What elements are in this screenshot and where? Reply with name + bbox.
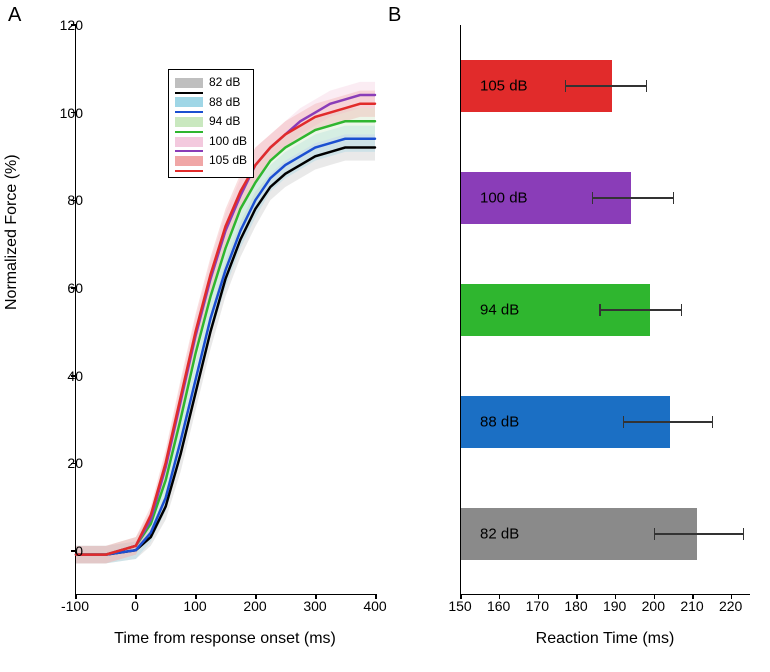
error-cap	[599, 304, 601, 316]
error-cap	[654, 528, 656, 540]
x-tick-label: 100	[183, 598, 206, 614]
error-cap	[623, 416, 625, 428]
y-tick-label: 100	[43, 105, 83, 121]
x-tick-label: 210	[680, 598, 703, 614]
panel-a-xlabel: Time from response onset (ms)	[75, 630, 375, 648]
legend-row: 88 dB	[175, 95, 247, 111]
legend-row: 94 dB	[175, 114, 247, 130]
legend-row	[175, 111, 247, 113]
x-tick-label: 160	[487, 598, 510, 614]
panel-b-xlabel: Reaction Time (ms)	[460, 630, 750, 648]
x-tick-label: 300	[303, 598, 326, 614]
x-tick-label: 190	[603, 598, 626, 614]
panel-a-plot-area: 82 dB 88 dB 94 dB 100 dB 105 dB	[75, 25, 375, 595]
series-band	[76, 126, 375, 564]
error-bar	[600, 309, 681, 311]
y-tick-label: 60	[43, 280, 83, 296]
x-tick-label: 0	[131, 598, 139, 614]
x-tick-label: 400	[363, 598, 386, 614]
legend-row	[175, 170, 247, 172]
legend-row	[175, 150, 247, 152]
legend-swatch-band	[175, 156, 203, 166]
legend-label: 82 dB	[209, 75, 240, 91]
series-line	[76, 139, 375, 555]
y-tick-label: 40	[43, 368, 83, 384]
x-tick-label: 180	[564, 598, 587, 614]
x-tick-label: -100	[61, 598, 89, 614]
legend-swatch-line	[175, 150, 203, 152]
error-cap	[673, 192, 675, 204]
bar-label: 100 dB	[480, 190, 528, 207]
legend-label: 100 dB	[209, 134, 247, 150]
panel-a-legend: 82 dB 88 dB 94 dB 100 dB 105 dB	[168, 69, 254, 178]
x-tick-label: 220	[719, 598, 742, 614]
error-cap	[565, 80, 567, 92]
legend-label: 94 dB	[209, 114, 240, 130]
panel-b-label: B	[388, 4, 401, 27]
error-bar	[565, 85, 646, 87]
y-tick-label: 120	[43, 17, 83, 33]
error-bar	[654, 533, 743, 535]
panel-a-label: A	[8, 4, 21, 27]
y-tick-label: 0	[43, 543, 83, 559]
legend-label: 105 dB	[209, 153, 247, 169]
x-tick-label: 200	[642, 598, 665, 614]
error-cap	[743, 528, 745, 540]
panel-b: B 105 dB 100 dB 94 dB 88 dB 82 dB 150 160 170 1…	[388, 0, 770, 672]
bar-label: 82 dB	[480, 526, 519, 543]
legend-row: 82 dB	[175, 75, 247, 91]
legend-swatch-band	[175, 117, 203, 127]
error-cap	[712, 416, 714, 428]
y-tick-label: 80	[43, 192, 83, 208]
error-cap	[646, 80, 648, 92]
bar-label: 94 dB	[480, 302, 519, 319]
legend-swatch-line	[175, 170, 203, 172]
error-bar	[623, 421, 712, 423]
series-band	[76, 134, 375, 563]
legend-swatch-line	[175, 131, 203, 133]
legend-swatch-band	[175, 78, 203, 88]
legend-row	[175, 92, 247, 94]
legend-swatch-band	[175, 97, 203, 107]
legend-swatch-line	[175, 111, 203, 113]
bar-label: 88 dB	[480, 414, 519, 431]
x-tick-label: 170	[526, 598, 549, 614]
figure-root: A 82 dB 88 dB 94 dB 100 dB 105 dB 0 20 40 60 80 1…	[0, 0, 770, 672]
panel-a-ylabel: Normalized Force (%)	[3, 154, 21, 310]
legend-row: 100 dB	[175, 134, 247, 150]
legend-row: 105 dB	[175, 153, 247, 169]
legend-label: 88 dB	[209, 95, 240, 111]
legend-swatch-line	[175, 92, 203, 94]
series-line	[76, 121, 375, 554]
error-cap	[681, 304, 683, 316]
bar-label: 105 dB	[480, 78, 528, 95]
series-line	[76, 148, 375, 555]
error-bar	[592, 197, 673, 199]
x-tick-label: 150	[448, 598, 471, 614]
error-cap	[592, 192, 594, 204]
panel-a: A 82 dB 88 dB 94 dB 100 dB 105 dB 0 20 40 60 80 1…	[0, 0, 388, 672]
legend-swatch-band	[175, 137, 203, 147]
x-tick-label: 200	[243, 598, 266, 614]
legend-row	[175, 131, 247, 133]
y-tick-label: 20	[43, 455, 83, 471]
